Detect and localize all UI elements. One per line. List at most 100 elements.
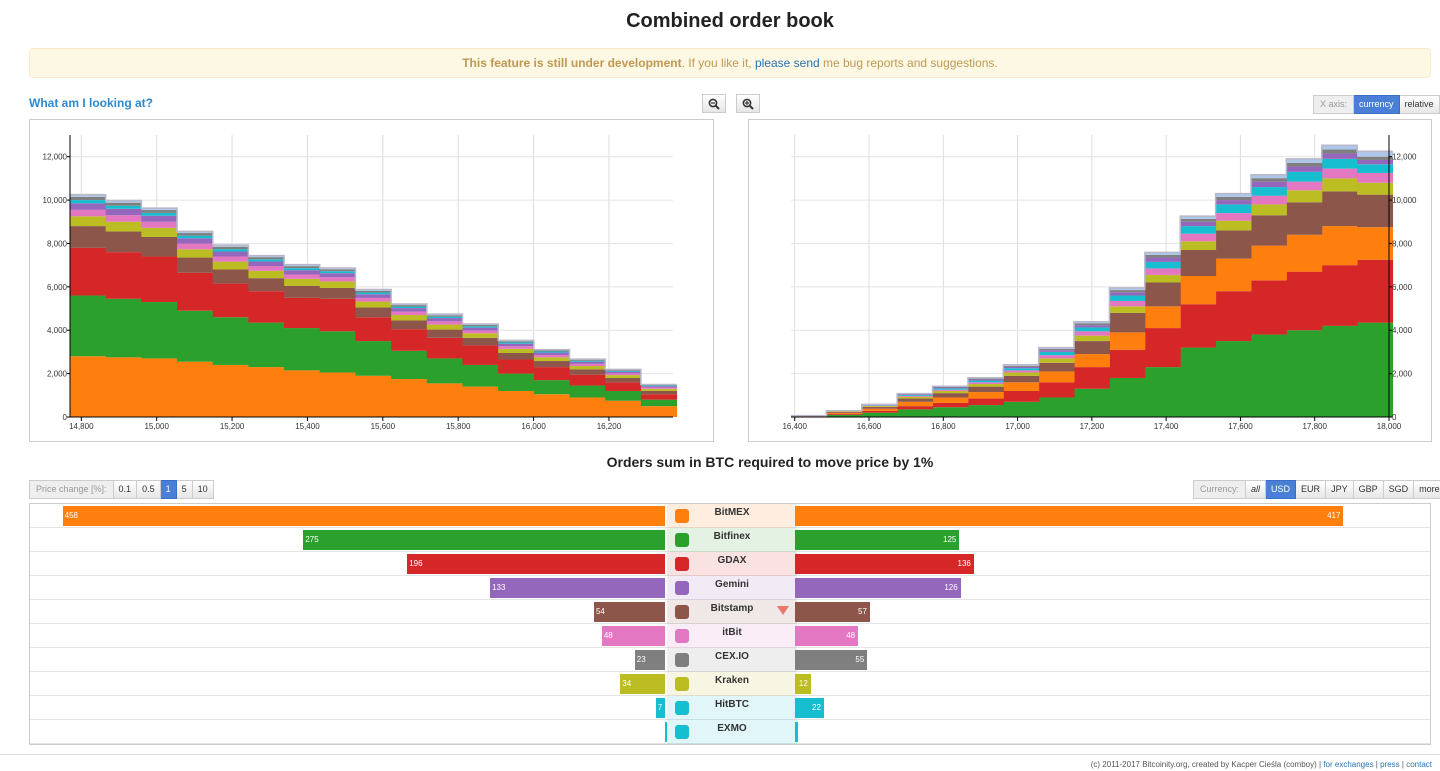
currency-option-gbp[interactable]: GBP: [1353, 480, 1384, 499]
exchange-row-itbit[interactable]: 48 48 itBit: [30, 624, 1430, 648]
exchange-row-hitbtc[interactable]: 7 22 HitBTC: [30, 696, 1430, 720]
depth-step: [1286, 330, 1323, 417]
x-axis-option-relative[interactable]: relative: [1399, 95, 1440, 114]
depth-step: [426, 321, 463, 325]
price-change-option-1[interactable]: 1: [160, 480, 177, 499]
depth-step: [391, 315, 428, 321]
development-alert: This feature is still under development.…: [29, 48, 1431, 78]
bid-bar-kraken: 34: [620, 674, 665, 694]
zoom-out-button[interactable]: [702, 94, 726, 113]
currency-option-usd[interactable]: USD: [1266, 480, 1297, 499]
depth-step: [1286, 171, 1323, 182]
depth-step: [105, 200, 142, 203]
depth-step: [355, 294, 392, 298]
depth-step: [1180, 233, 1217, 242]
asks-depth-chart[interactable]: 16,400 16,600 16,800 17,000 17,200 17,400 17,6…: [749, 120, 1431, 441]
exchange-label-kraken[interactable]: Kraken: [667, 672, 797, 696]
depth-step: [70, 356, 107, 417]
price-change-option-5[interactable]: 5: [176, 480, 193, 499]
depth-step: [640, 385, 678, 387]
depth-step: [319, 271, 356, 274]
zoom-in-button[interactable]: [736, 94, 760, 113]
depth-step: [1251, 181, 1287, 188]
currency-option-eur[interactable]: EUR: [1296, 480, 1327, 499]
price-change-option-10[interactable]: 10: [192, 480, 214, 499]
exchange-row-gdax[interactable]: 196 136 GDAX: [30, 552, 1430, 576]
exchange-row-cex-io[interactable]: 23 55 CEX.IO: [30, 648, 1430, 672]
depth-step: [1003, 401, 1040, 417]
depth-series-cex-io: [791, 149, 1394, 416]
currency-option-sgd[interactable]: SGD: [1383, 480, 1415, 499]
y-tick-label: 0: [63, 413, 68, 422]
depth-step: [533, 380, 571, 395]
depth-step: [967, 380, 1004, 383]
depth-step: [1003, 375, 1040, 383]
depth-step: [897, 394, 934, 396]
footer: (c) 2011-2017 Bitcoinity.org, created by…: [1090, 760, 1432, 769]
exchange-label-bitstamp[interactable]: Bitstamp: [667, 600, 797, 624]
depth-step: [141, 358, 178, 417]
asks-chart-panel: 16,400 16,600 16,800 17,000 17,200 17,400 17,6…: [748, 119, 1432, 442]
exchange-label-bitfinex[interactable]: Bitfinex: [667, 528, 797, 552]
exchange-label-exmo[interactable]: EXMO: [667, 720, 797, 744]
depth-step: [462, 345, 499, 365]
currency-option-all[interactable]: all: [1246, 480, 1267, 499]
depth-step: [967, 386, 1004, 393]
exchange-row-bitmex[interactable]: 458 417 BitMEX: [30, 504, 1430, 528]
currency-option-jpy[interactable]: JPY: [1326, 480, 1354, 499]
what-am-i-looking-at-link[interactable]: What am I looking at?: [29, 96, 154, 110]
depth-step: [1286, 234, 1323, 272]
exchange-row-bitfinex[interactable]: 275 125 Bitfinex: [30, 528, 1430, 552]
depth-series-bitfinex: [791, 322, 1394, 417]
exchange-row-kraken[interactable]: 34 12 Kraken: [30, 672, 1430, 696]
depth-step: [498, 342, 535, 344]
depth-step: [105, 202, 142, 206]
exchange-row-bitstamp[interactable]: 54 57 Bitstamp: [30, 600, 1430, 624]
depth-step: [177, 272, 214, 311]
exchange-label-itbit[interactable]: itBit: [667, 624, 797, 648]
bids-depth-chart[interactable]: 14,800 15,000 15,200 15,400 15,600 15,800 16,0…: [30, 120, 713, 441]
depth-step: [319, 372, 356, 417]
price-change-option-0.5[interactable]: 0.5: [137, 480, 161, 499]
depth-step: [1180, 216, 1217, 219]
depth-step: [284, 270, 321, 275]
exchange-label-cex-io[interactable]: CEX.IO: [667, 648, 797, 672]
y-tick-label: 4,000: [1392, 326, 1413, 335]
footer-link-contact[interactable]: contact: [1406, 760, 1432, 769]
depth-step: [1251, 195, 1287, 205]
x-axis-toggle: X axis: currency relative: [1313, 95, 1440, 114]
y-tick-label: 0: [1392, 413, 1397, 422]
depth-step: [177, 310, 214, 362]
depth-series-kraken: [70, 216, 678, 391]
depth-step: [1038, 397, 1075, 417]
depth-step: [355, 341, 392, 376]
depth-step: [861, 412, 898, 417]
depth-step: [498, 373, 535, 391]
dropdown-arrow-icon[interactable]: [777, 606, 789, 615]
x-axis-option-currency[interactable]: currency: [1354, 95, 1400, 114]
bid-bar-itbit: 48: [601, 626, 665, 646]
depth-step: [212, 283, 249, 318]
depth-step: [141, 227, 178, 237]
depth-step: [861, 410, 898, 413]
currency-option-more[interactable]: more: [1414, 480, 1440, 499]
exchange-row-gemini[interactable]: 133 126 Gemini: [30, 576, 1430, 600]
exchange-label-bitmex[interactable]: BitMEX: [667, 504, 797, 528]
depth-step: [1144, 367, 1181, 417]
depth-step: [932, 390, 969, 394]
footer-link-for-exchanges[interactable]: for exchanges: [1323, 760, 1374, 769]
exchange-label-hitbtc[interactable]: HitBTC: [667, 696, 797, 720]
price-change-option-0.1[interactable]: 0.1: [113, 480, 138, 499]
exchange-label-gemini[interactable]: Gemini: [667, 576, 797, 600]
depth-step: [1003, 390, 1040, 402]
depth-step: [967, 384, 1004, 387]
depth-step: [319, 298, 356, 332]
exchange-row-exmo[interactable]: EXMO: [30, 720, 1430, 744]
depth-step: [462, 330, 499, 334]
depth-step: [1251, 178, 1287, 182]
please-send-link[interactable]: please send: [754, 56, 820, 70]
exchange-label-gdax[interactable]: GDAX: [667, 552, 797, 576]
footer-link-press[interactable]: press: [1380, 760, 1400, 769]
depth-step: [533, 394, 571, 417]
depth-step: [319, 287, 356, 299]
